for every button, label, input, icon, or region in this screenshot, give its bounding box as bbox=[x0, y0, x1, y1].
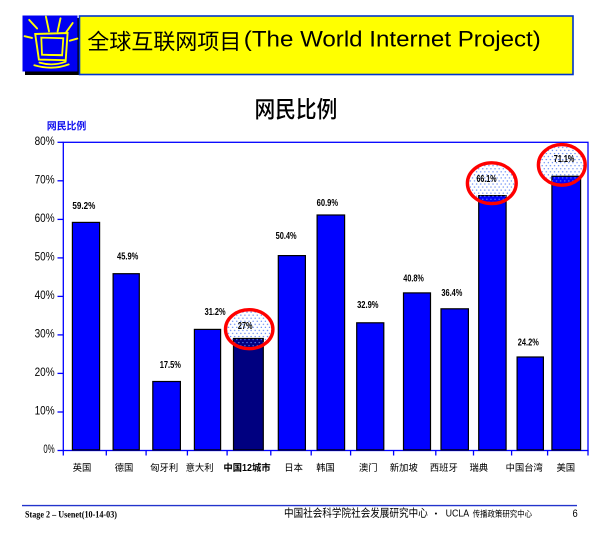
svg-text:31.2%: 31.2% bbox=[205, 307, 226, 318]
svg-text:20%: 20% bbox=[35, 365, 55, 379]
svg-text:(The World Internet Project): (The World Internet Project) bbox=[244, 27, 541, 52]
svg-text:70%: 70% bbox=[35, 172, 55, 186]
svg-text:•: • bbox=[435, 509, 438, 518]
svg-text:40%: 40% bbox=[35, 288, 55, 302]
svg-text:60%: 60% bbox=[35, 211, 55, 225]
svg-text:10%: 10% bbox=[35, 404, 55, 418]
svg-text:6: 6 bbox=[573, 508, 578, 520]
svg-text:80%: 80% bbox=[35, 134, 55, 148]
svg-text:50%: 50% bbox=[35, 250, 55, 264]
svg-text:60.9%: 60.9% bbox=[317, 198, 339, 209]
svg-text:24.2%: 24.2% bbox=[518, 337, 539, 348]
svg-text:30%: 30% bbox=[35, 327, 55, 341]
svg-text:17.5%: 17.5% bbox=[160, 360, 181, 371]
svg-text:40.8%: 40.8% bbox=[403, 274, 424, 285]
svg-text:71.1%: 71.1% bbox=[554, 154, 575, 165]
svg-text:36.4%: 36.4% bbox=[441, 288, 462, 299]
svg-text:Stage 2 – Usenet(10-14-03): Stage 2 – Usenet(10-14-03) bbox=[25, 509, 117, 520]
svg-text:32.9%: 32.9% bbox=[357, 300, 378, 311]
svg-text:UCLA: UCLA bbox=[446, 509, 470, 520]
svg-text:50.4%: 50.4% bbox=[276, 231, 297, 242]
svg-text:66.1%: 66.1% bbox=[477, 174, 497, 185]
svg-text:59.2%: 59.2% bbox=[72, 201, 95, 212]
svg-text:45.9%: 45.9% bbox=[117, 251, 138, 262]
svg-text:27%: 27% bbox=[238, 321, 253, 332]
svg-text:0%: 0% bbox=[43, 442, 54, 456]
svg-text:12: 12 bbox=[242, 463, 252, 474]
